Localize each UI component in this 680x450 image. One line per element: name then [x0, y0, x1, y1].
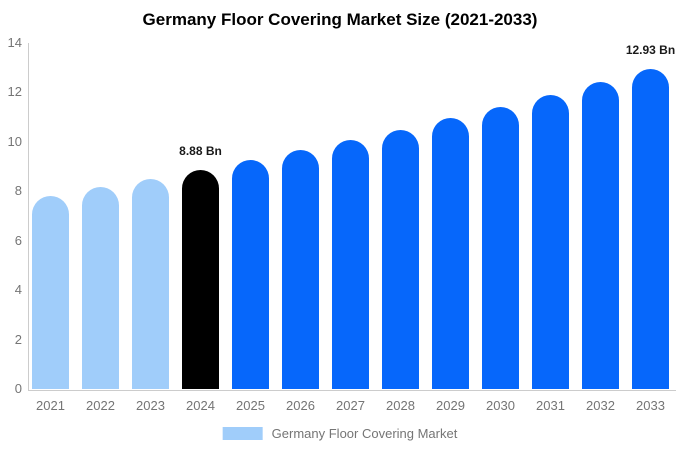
x-tick-label-2023: 2023 [136, 398, 165, 413]
x-tick-label-2021: 2021 [36, 398, 65, 413]
x-tick-label-2032: 2032 [586, 398, 615, 413]
y-tick-label-6: 6 [14, 232, 22, 248]
x-tick-label-2024: 2024 [186, 398, 215, 413]
y-tick-label-4: 4 [14, 282, 22, 298]
y-tick-label-0: 0 [14, 381, 22, 396]
legend-label: Germany Floor Covering Market [271, 426, 458, 441]
y-tick-label-8: 8 [14, 183, 22, 199]
legend-swatch-icon [222, 427, 263, 440]
x-tick-label-2026: 2026 [286, 398, 315, 413]
y-axis-line [28, 43, 29, 390]
bar-2025[interactable] [232, 160, 269, 389]
bar-2027[interactable] [332, 140, 369, 389]
bar-2023[interactable] [132, 178, 169, 389]
x-tick-label-2025: 2025 [236, 398, 265, 413]
x-axis-line [28, 390, 676, 391]
x-tick-label-2031: 2031 [536, 398, 565, 413]
x-tick-label-2030: 2030 [486, 398, 515, 413]
legend: Germany Floor Covering Market [222, 426, 458, 441]
bar-2032[interactable] [582, 82, 619, 389]
y-tick-label-2: 2 [14, 331, 22, 347]
bar-2031[interactable] [532, 94, 569, 389]
y-tick-label-10: 10 [7, 133, 22, 149]
bar-value-label-2024: 8.88 Bn [179, 143, 222, 158]
x-tick-label-2033: 2033 [636, 398, 665, 413]
chart-title: Germany Floor Covering Market Size (2021… [142, 10, 538, 29]
bar-2029[interactable] [432, 118, 469, 389]
x-tick-label-2027: 2027 [336, 398, 365, 413]
x-tick-label-2022: 2022 [86, 398, 115, 413]
x-tick-label-2029: 2029 [436, 398, 465, 413]
x-tick-label-2028: 2028 [386, 398, 415, 413]
y-tick-label-14: 14 [7, 35, 22, 51]
bar-2028[interactable] [382, 129, 419, 389]
bar-2021[interactable] [32, 195, 69, 389]
bar-2026[interactable] [282, 150, 319, 389]
y-tick-label-12: 12 [7, 84, 22, 100]
bar-2022[interactable] [82, 187, 119, 389]
bar-value-label-2033: 12.93 Bn [625, 43, 676, 58]
bar-2033[interactable] [632, 69, 669, 389]
bar-2030[interactable] [482, 106, 519, 389]
bar-2024[interactable] [182, 169, 219, 389]
